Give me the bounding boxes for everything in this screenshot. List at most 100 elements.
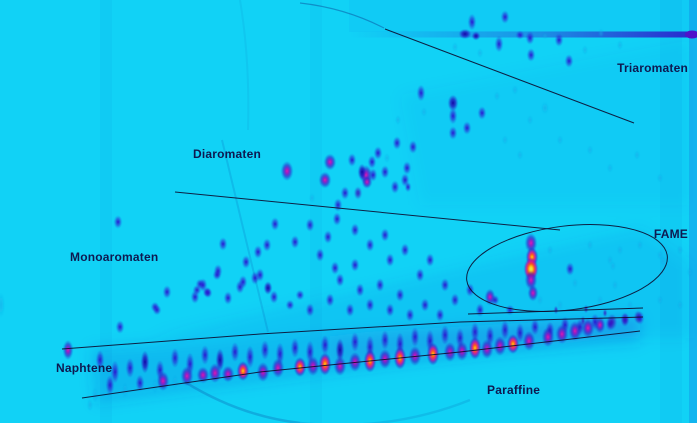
peak xyxy=(163,285,171,299)
peak xyxy=(63,340,73,360)
peak xyxy=(242,255,250,269)
peak xyxy=(351,332,359,352)
peak xyxy=(557,300,563,310)
peak xyxy=(517,150,523,160)
peak xyxy=(199,278,207,292)
bleed-artifact xyxy=(300,398,471,423)
peak xyxy=(254,245,262,259)
peak xyxy=(525,270,537,290)
peak xyxy=(324,154,336,170)
peak xyxy=(637,240,643,250)
peak xyxy=(369,168,377,182)
peak xyxy=(114,215,122,229)
peak xyxy=(152,378,158,394)
peak xyxy=(270,290,278,304)
peak xyxy=(485,289,495,305)
peak xyxy=(316,248,324,262)
peak xyxy=(386,303,394,317)
peak xyxy=(96,350,104,370)
peak xyxy=(141,350,149,374)
peak xyxy=(478,106,486,120)
peak xyxy=(321,335,329,355)
peak xyxy=(595,317,605,333)
peak xyxy=(381,165,389,179)
peak xyxy=(495,36,503,52)
peak xyxy=(449,126,457,140)
peak xyxy=(541,101,549,115)
peak xyxy=(501,320,509,340)
peak xyxy=(677,300,683,310)
peak xyxy=(366,238,374,252)
peak xyxy=(459,29,471,39)
peak xyxy=(531,319,539,335)
peak xyxy=(331,261,339,275)
peak xyxy=(334,356,346,376)
peak xyxy=(468,14,476,30)
peak xyxy=(291,338,299,358)
peak xyxy=(427,342,439,366)
peak xyxy=(326,293,334,307)
peak xyxy=(116,320,124,334)
peak xyxy=(307,356,319,376)
background-band xyxy=(689,0,697,423)
peak xyxy=(441,278,449,292)
peak xyxy=(494,91,500,101)
peak xyxy=(607,163,613,173)
peak xyxy=(237,361,249,381)
peak xyxy=(494,336,506,356)
peak xyxy=(607,314,617,330)
peak xyxy=(201,345,209,365)
peak xyxy=(512,85,518,95)
peak xyxy=(264,281,272,295)
peak xyxy=(451,293,459,307)
peak xyxy=(527,115,533,125)
peak xyxy=(296,290,304,300)
peak xyxy=(362,175,372,189)
peak xyxy=(566,262,574,276)
peak xyxy=(657,173,663,183)
region-label-triaromaten: Triaromaten xyxy=(617,61,688,75)
peak xyxy=(584,305,588,313)
peak xyxy=(319,172,331,188)
peak xyxy=(449,108,457,124)
peak xyxy=(426,253,434,267)
peak xyxy=(441,325,449,345)
peak xyxy=(122,382,128,398)
region-label-paraffine: Paraffine xyxy=(487,383,541,397)
peak xyxy=(466,283,474,297)
peak xyxy=(525,233,537,253)
peak xyxy=(336,273,344,287)
peak xyxy=(476,303,484,317)
peak xyxy=(417,85,425,101)
peak xyxy=(306,303,314,317)
region-boundary-lines xyxy=(61,28,644,399)
region-label-monoaromaten: Monoaromaten xyxy=(70,250,159,264)
peak xyxy=(421,298,429,312)
peak xyxy=(477,48,483,58)
peak xyxy=(281,161,293,181)
peak xyxy=(294,357,306,377)
peak xyxy=(657,295,663,305)
peak xyxy=(136,375,144,391)
peak xyxy=(92,387,98,403)
fame-ellipse xyxy=(466,224,668,312)
peak xyxy=(542,327,554,347)
peak xyxy=(506,305,514,315)
peak xyxy=(333,212,341,226)
peak xyxy=(687,267,693,277)
peak xyxy=(351,258,359,272)
peak xyxy=(391,180,399,194)
naphtene-paraffine-line xyxy=(81,330,641,399)
peak xyxy=(502,135,508,145)
peak xyxy=(587,240,593,250)
peak xyxy=(556,324,568,344)
peak xyxy=(597,295,603,305)
peak xyxy=(219,237,227,251)
peak xyxy=(324,230,332,244)
peak xyxy=(582,45,588,55)
peak xyxy=(153,305,161,315)
haze-wedge xyxy=(400,40,690,205)
peak xyxy=(395,115,401,125)
peak xyxy=(456,341,468,361)
